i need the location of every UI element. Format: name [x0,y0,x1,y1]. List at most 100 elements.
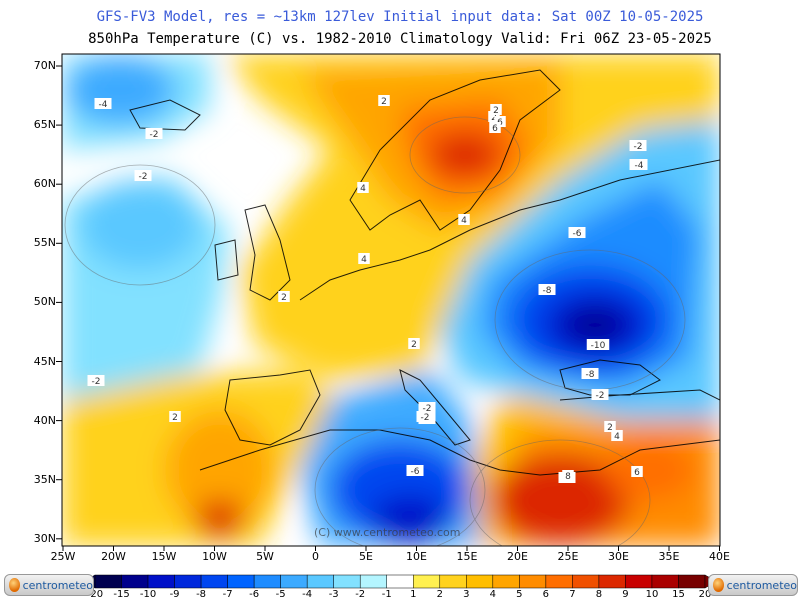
colorbar-swatch [253,574,281,589]
lon-label: 25E [557,550,579,563]
coastline-africa [199,429,720,476]
coastline-turkey [559,389,720,401]
contour-label: 4 [611,430,623,442]
model-title: GFS-FV3 Model, res = ~13km 127lev Initia… [96,9,704,25]
lat-label: 35N [33,472,56,486]
colorbar-label: -2 [355,589,366,600]
contour-label: 2 [278,291,290,303]
contour-label: 2 [488,111,500,123]
colorbar-label: 10 [645,589,659,600]
contour-label: 2 [408,338,420,350]
svg-text:2: 2 [491,113,497,123]
svg-text:4: 4 [361,255,367,265]
coastline-british-isles [214,204,291,301]
colorbar-label: 2 [436,589,443,600]
colorbar-swatch [519,574,547,589]
contour-label: -2 [416,411,434,423]
contour-label: -6 [406,465,424,477]
contour-label: 4 [357,182,369,194]
svg-text:4: 4 [360,184,366,194]
colorbar-swatch [439,574,467,589]
logo-right-label: centrometeo [726,578,797,592]
colorbar-swatch [174,574,202,589]
watermark: (C) www.centrometeo.com [314,526,461,539]
contour-label: 8 [562,470,574,482]
lon-label: 5W [256,550,274,563]
coastline-iceland [129,99,201,131]
contour-label: 4 [358,253,370,265]
svg-text:2: 2 [381,97,387,107]
colorbar-swatch [359,574,387,589]
lat-label: 50N [33,295,56,309]
lat-label: 45N [33,354,56,368]
lon-label: 15E [456,550,478,563]
lat-label: 70N [33,59,56,72]
svg-text:-2: -2 [92,377,101,387]
colorbar-swatch [121,574,149,589]
lon-label: 40E [709,550,730,563]
colorbar-swatch [466,574,494,589]
lon-label: 20E [507,550,528,563]
colorbar-swatch [227,574,255,589]
colorbar-swatch [386,574,414,589]
colorbar-label: -8 [196,589,207,600]
svg-text:2: 2 [493,106,499,116]
centrometeo-logo-right[interactable]: centrometeo [708,574,798,596]
colorbar-label: -5 [275,589,286,600]
contour-label: -2 [591,389,609,401]
colorbar-label: 20 [698,589,712,600]
coastline-italy [399,369,471,446]
colorbar-label: -1 [381,589,392,600]
coastline-iberia [224,369,321,446]
svg-text:-8: -8 [586,370,595,380]
centrometeo-logo-left[interactable]: centrometeo [4,574,94,596]
svg-text:-2: -2 [139,172,148,182]
colorbar-swatch [492,574,520,589]
contour-label: 4 [458,214,470,226]
svg-text:-4: -4 [99,100,108,110]
colorbar-label: 4 [489,589,496,600]
lon-label: 25W [50,550,76,563]
colorbar-label: 15 [672,589,685,600]
svg-text:4: 4 [461,216,467,226]
contour-label: -2 [134,170,152,182]
svg-text:2: 2 [607,423,613,433]
lon-label: 0 [312,550,319,563]
colorbar-label: -3 [328,589,339,600]
map-frame [61,53,721,547]
svg-text:2: 2 [172,413,178,423]
colorbar-swatch [200,574,228,589]
colorbar-label: 9 [622,589,629,600]
contour-label: 2 [490,104,502,116]
svg-text:-8: -8 [543,286,552,296]
svg-text:-2: -2 [421,413,430,423]
colorbar-swatch [678,574,706,589]
sun-icon [9,578,20,592]
colorbar-swatch [94,574,122,589]
svg-text:6: 6 [634,468,640,478]
svg-text:6: 6 [492,124,498,134]
contour-label: -8 [538,284,556,296]
svg-text:8: 8 [565,472,571,482]
lat-label: 30N [33,531,56,545]
colorbar-label: 5 [516,589,523,600]
contour-label: -2 [418,402,436,414]
contour-label: 2 [378,95,390,107]
contour-label: -4 [630,159,648,171]
contour-label: -10 [586,339,610,351]
svg-text:-10: -10 [591,341,606,351]
lat-label: 65N [33,118,56,132]
contour-label: -2 [629,140,647,152]
colorbar-swatch [598,574,626,589]
lon-label: 10E [406,550,427,563]
colorbar-label: -10 [139,589,157,600]
coastline-scandinavia [349,69,561,231]
colorbar-label: 8 [595,589,603,600]
lon-label: 20W [101,550,126,563]
lon-label: 5E [359,550,373,563]
field-title: 850hPa Temperature (C) vs. 1982-2010 Cli… [88,31,712,47]
svg-text:2: 2 [411,340,417,350]
colorbar-swatch [625,574,653,589]
colorbar-label: -6 [249,589,260,600]
